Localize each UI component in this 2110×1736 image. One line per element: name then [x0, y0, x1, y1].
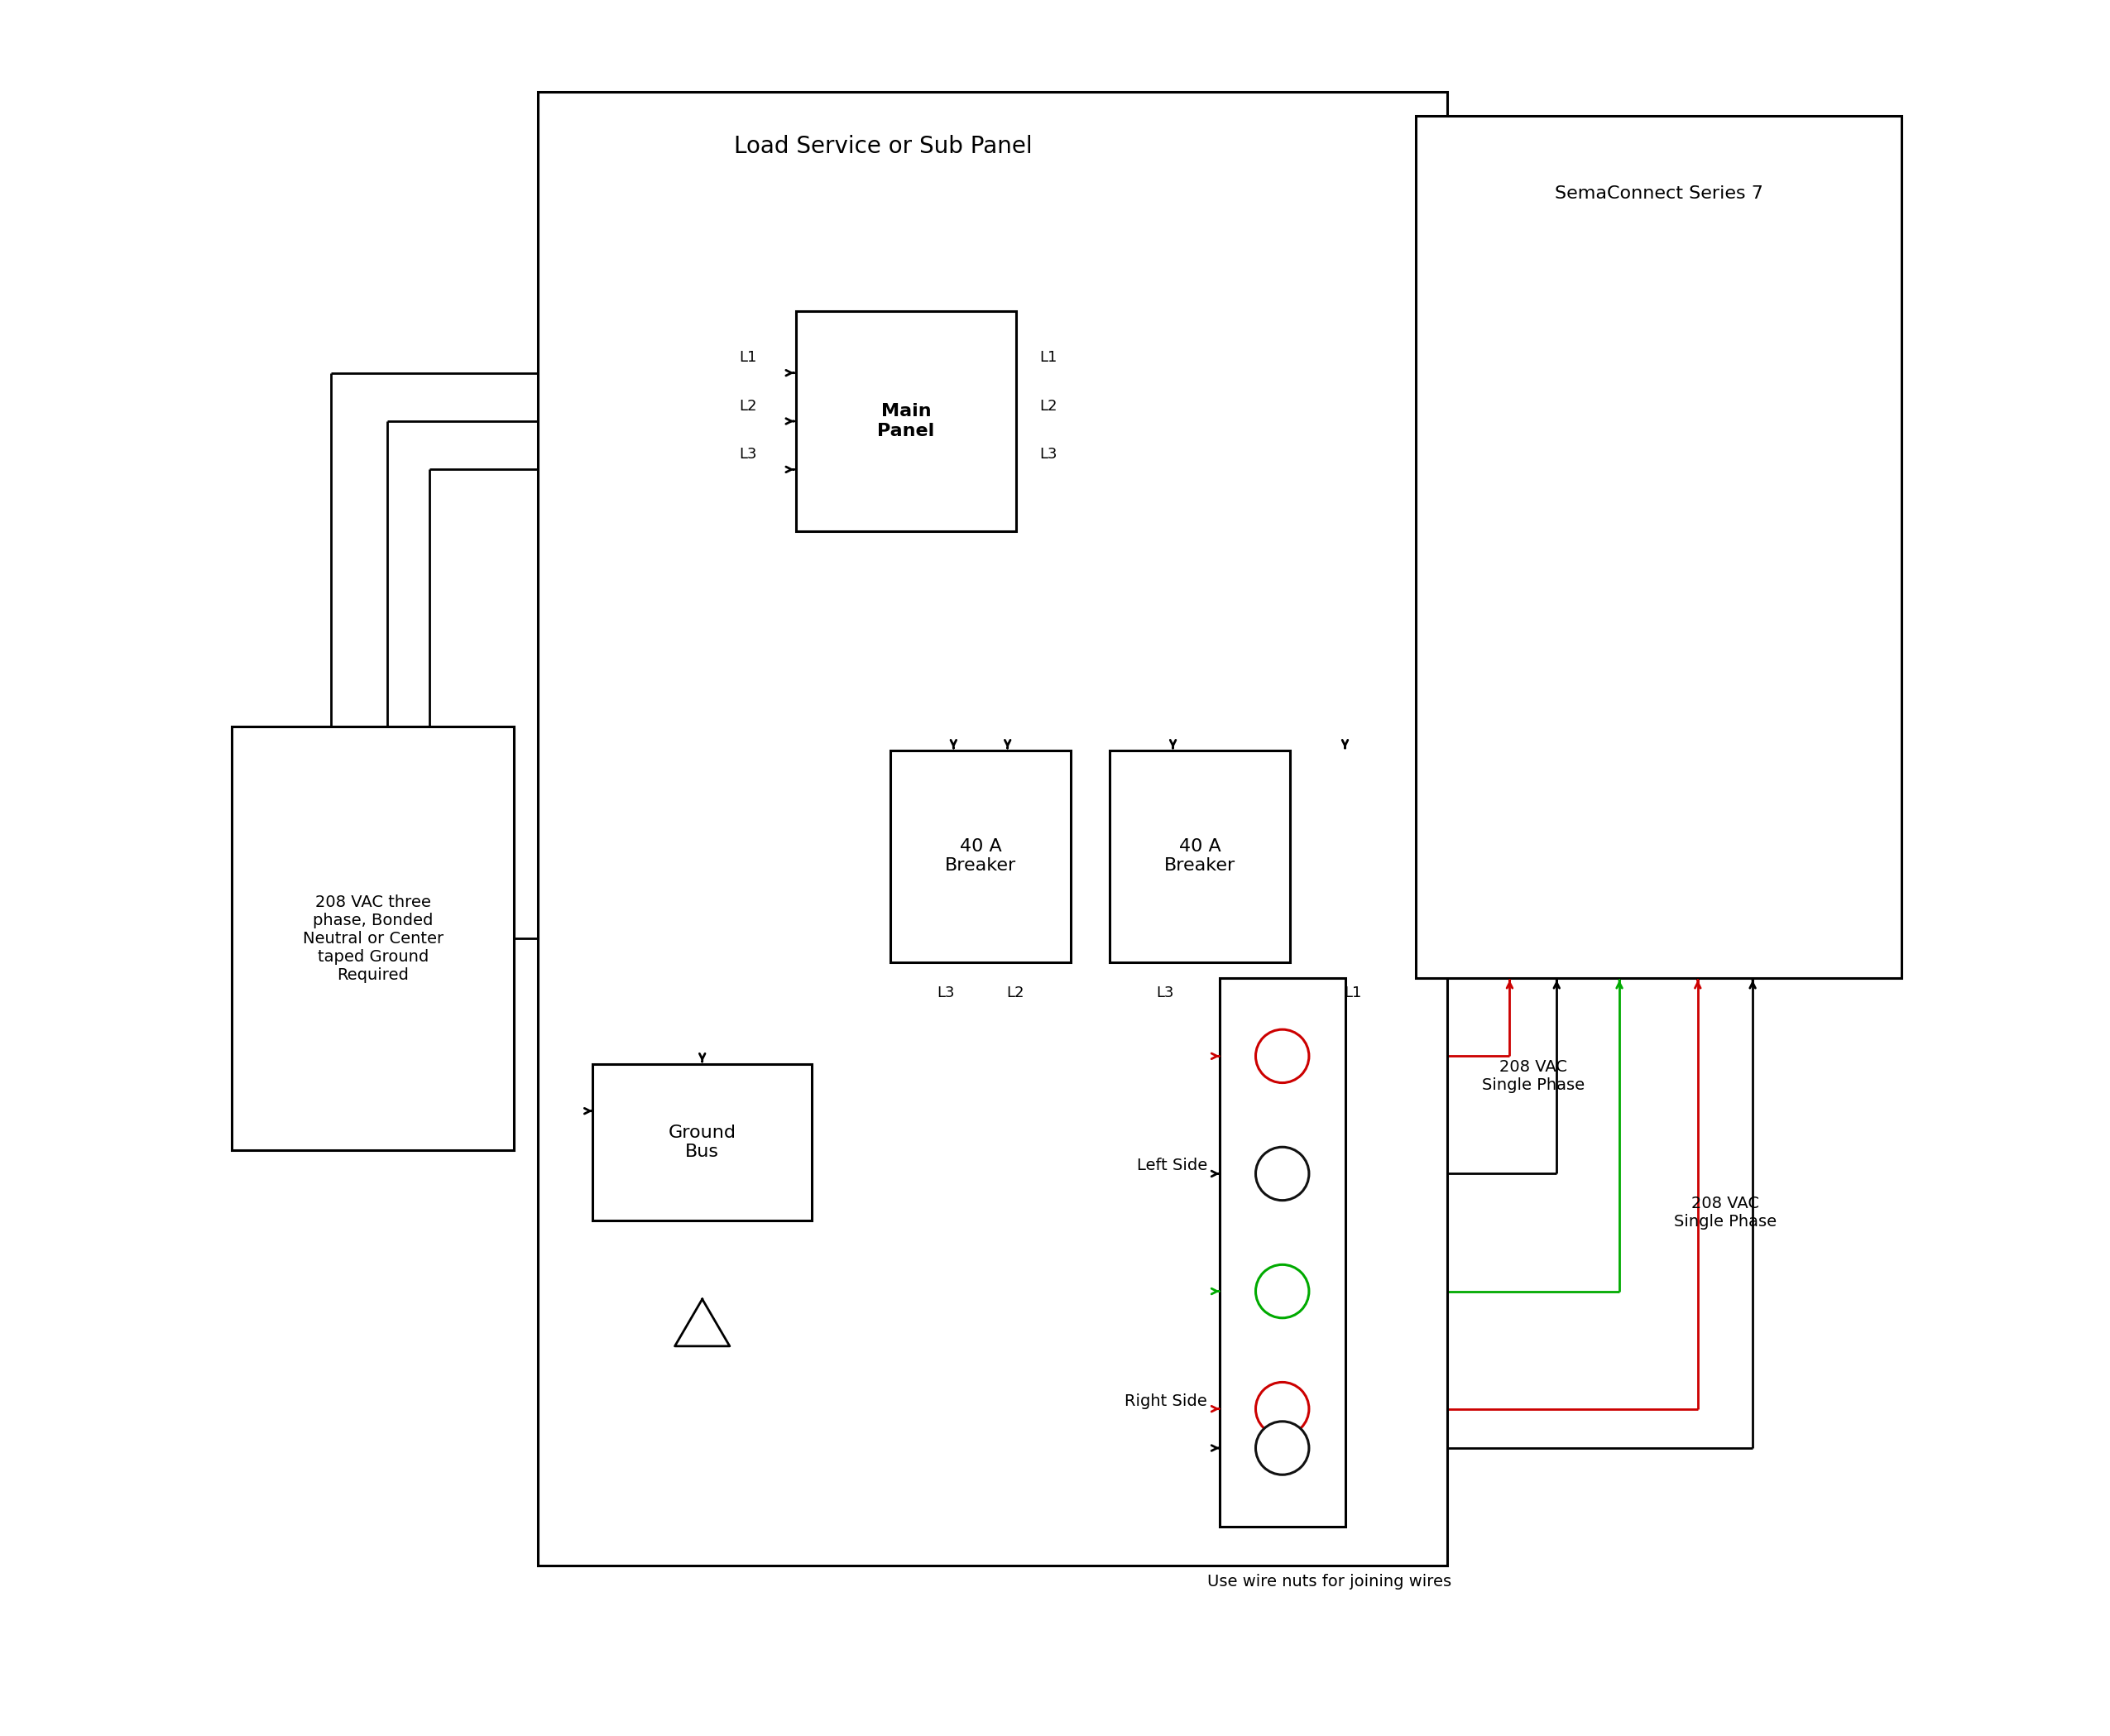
Text: Use wire nuts for joining wires: Use wire nuts for joining wires: [1207, 1573, 1452, 1588]
Text: Load Service or Sub Panel: Load Service or Sub Panel: [734, 135, 1032, 158]
Text: 40 A
Breaker: 40 A Breaker: [1165, 838, 1236, 875]
Text: L2: L2: [1006, 986, 1023, 1000]
Bar: [795, 311, 1015, 531]
Text: 208 VAC
Single Phase: 208 VAC Single Phase: [1673, 1196, 1777, 1229]
Circle shape: [1255, 1029, 1308, 1083]
Text: Ground
Bus: Ground Bus: [669, 1125, 736, 1160]
Text: Left Side: Left Side: [1137, 1158, 1207, 1174]
Text: L3: L3: [937, 986, 954, 1000]
Text: 208 VAC
Single Phase: 208 VAC Single Phase: [1481, 1059, 1585, 1092]
Bar: [1416, 116, 1901, 977]
Circle shape: [1255, 1382, 1308, 1436]
Text: L2: L2: [738, 399, 757, 413]
Bar: [890, 750, 1070, 962]
Text: 40 A
Breaker: 40 A Breaker: [945, 838, 1017, 875]
Text: L1: L1: [1344, 986, 1361, 1000]
Circle shape: [1255, 1147, 1308, 1200]
Bar: [1110, 750, 1289, 962]
Text: L3: L3: [1040, 446, 1057, 462]
Text: L1: L1: [738, 351, 757, 365]
Text: L3: L3: [1156, 986, 1173, 1000]
Bar: [232, 727, 515, 1151]
Text: 208 VAC three
phase, Bonded
Neutral or Center
taped Ground
Required: 208 VAC three phase, Bonded Neutral or C…: [302, 894, 443, 983]
Bar: [538, 92, 1447, 1566]
Text: SemaConnect Series 7: SemaConnect Series 7: [1555, 186, 1762, 201]
Text: Right Side: Right Side: [1125, 1394, 1207, 1410]
Circle shape: [1255, 1422, 1308, 1474]
Bar: [1220, 977, 1344, 1526]
Text: Main
Panel: Main Panel: [878, 403, 935, 439]
Bar: [593, 1064, 812, 1220]
Circle shape: [1255, 1264, 1308, 1318]
Text: L1: L1: [1040, 351, 1057, 365]
Text: L3: L3: [738, 446, 757, 462]
Text: L2: L2: [1040, 399, 1057, 413]
